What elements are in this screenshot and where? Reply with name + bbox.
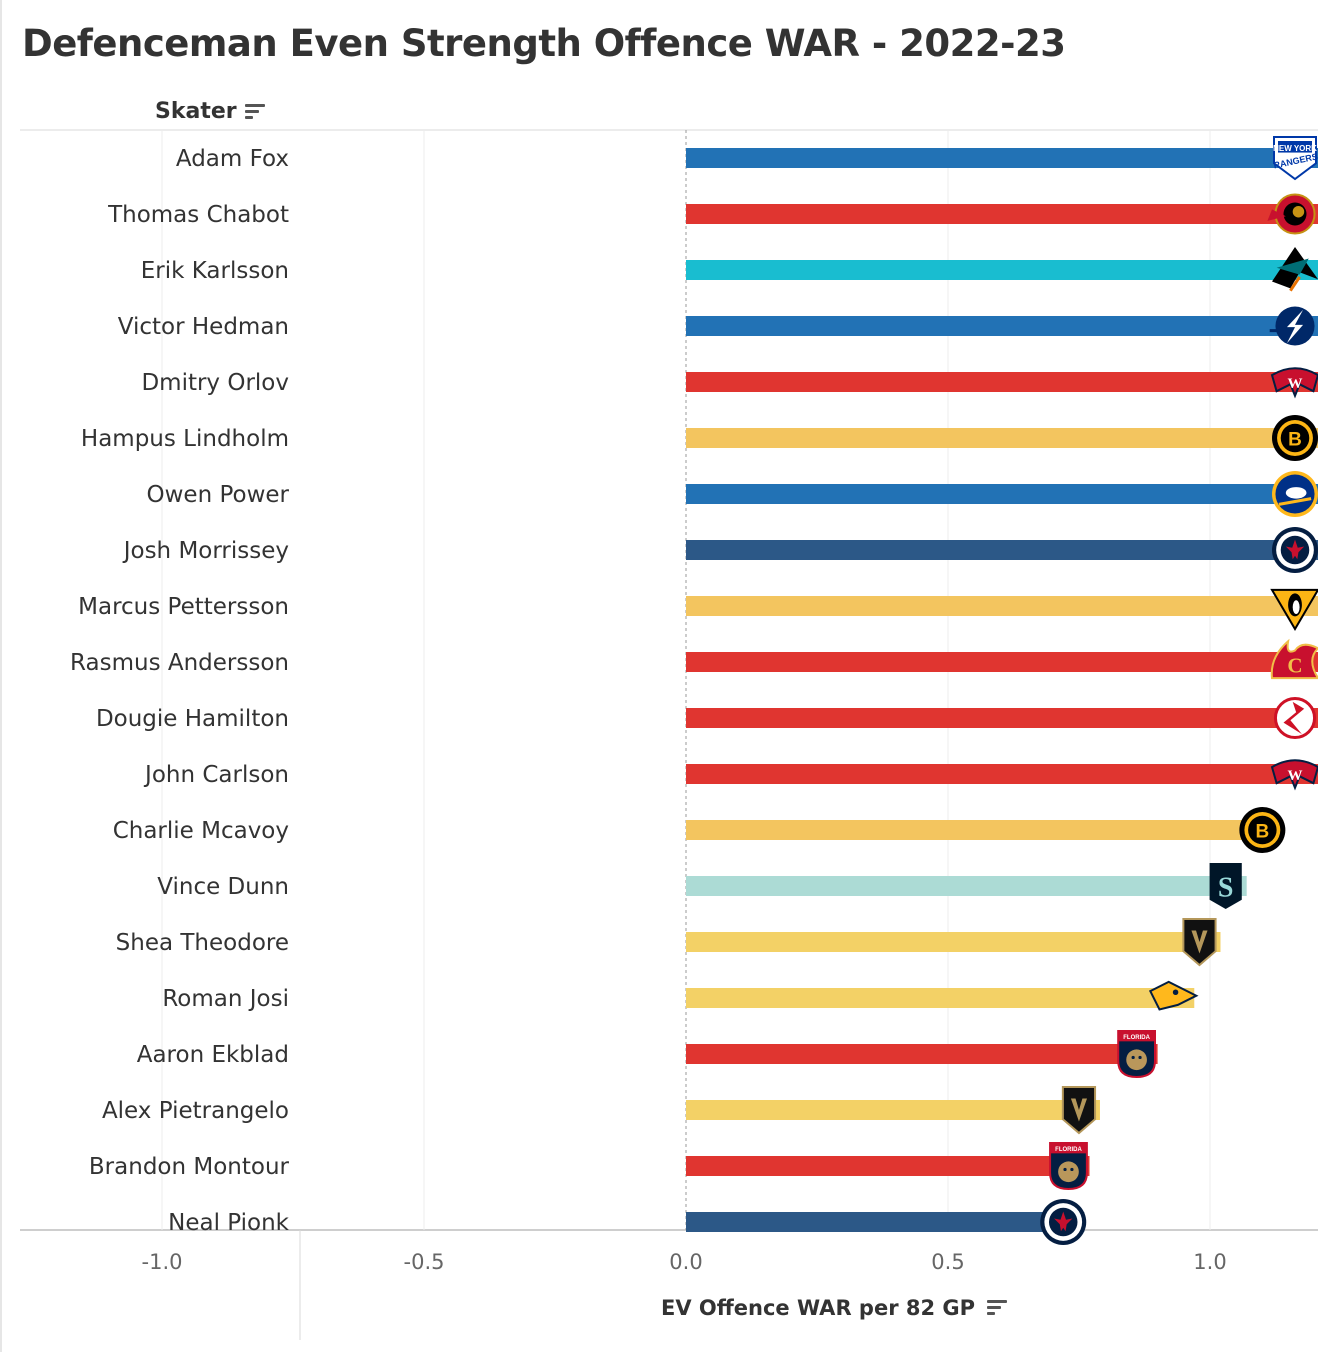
svg-text:B: B: [1288, 429, 1302, 450]
left-border: [0, 0, 2, 1352]
x-tick-label: 0.0: [669, 1250, 702, 1274]
war-bar: [686, 596, 1318, 616]
svg-text:W: W: [1288, 376, 1303, 392]
war-bar: [686, 540, 1318, 560]
skater-name-label: Victor Hedman: [118, 314, 289, 340]
panthers-logo-icon: FLORIDA: [1117, 1030, 1156, 1079]
war-bar: [686, 260, 1318, 280]
skater-name-label: Charlie Mcavoy: [113, 818, 289, 844]
skater-name-label: Erik Karlsson: [141, 258, 289, 284]
x-axis-header[interactable]: EV Offence WAR per 82 GP: [661, 1296, 1008, 1320]
war-bar: [686, 316, 1318, 336]
skater-header-label: Skater: [155, 99, 237, 124]
x-tick-label: 1.0: [1193, 1250, 1226, 1274]
svg-text:FLORIDA: FLORIDA: [1055, 1147, 1082, 1153]
svg-text:S: S: [1218, 872, 1234, 903]
war-bar: [686, 988, 1195, 1008]
war-bar: [686, 1044, 1158, 1064]
x-tick-label: 0.5: [931, 1250, 964, 1274]
war-bar: [686, 1212, 1085, 1232]
svg-text:NEW YORK: NEW YORK: [1273, 144, 1317, 153]
skater-name-label: Brandon Montour: [89, 1154, 290, 1180]
svg-text:W: W: [1288, 768, 1303, 784]
golden-knights-logo-icon: [1182, 918, 1217, 967]
lightning-logo-icon: [1269, 306, 1315, 346]
flames-logo-icon: C: [1270, 638, 1318, 680]
bruins-logo-icon: B: [1239, 807, 1286, 853]
war-bar: [686, 820, 1284, 840]
skater-name-label: Owen Power: [147, 482, 290, 508]
war-bar: [686, 1156, 1090, 1176]
skater-name-label: Josh Morrissey: [122, 538, 289, 564]
skater-name-label: John Carlson: [143, 762, 289, 788]
capitals-logo-icon: W: [1270, 367, 1318, 399]
war-bar: [686, 876, 1247, 896]
predators-logo-icon: [1148, 980, 1199, 1011]
skater-name-label: Neal Pionk: [168, 1210, 290, 1236]
sort-descending-icon[interactable]: [244, 103, 265, 120]
x-tick-label: -0.5: [404, 1250, 445, 1274]
jets-logo-icon: [1040, 1199, 1087, 1245]
x-axis-label: EV Offence WAR per 82 GP: [661, 1296, 976, 1320]
kraken-logo-icon: S: [1209, 863, 1242, 909]
devils-logo-icon: [1273, 696, 1317, 740]
svg-text:C: C: [1287, 653, 1302, 677]
sharks-logo-icon: [1272, 247, 1318, 292]
war-bar: [686, 148, 1318, 168]
chart-title: Defenceman Even Strength Offence WAR - 2…: [22, 22, 1066, 65]
war-bar: [686, 932, 1221, 952]
panthers-logo-icon: FLORIDA: [1049, 1142, 1088, 1191]
skater-name-label: Vince Dunn: [157, 874, 289, 900]
war-bar: [686, 204, 1318, 224]
skater-name-label: Dougie Hamilton: [96, 706, 289, 732]
war-bar: [686, 652, 1318, 672]
war-bar: [686, 484, 1318, 504]
skater-name-label: Marcus Pettersson: [78, 594, 289, 620]
war-bar: [686, 708, 1318, 728]
jets-logo-icon: [1272, 527, 1318, 573]
golden-knights-logo-icon: [1061, 1086, 1097, 1135]
war-bar: [686, 428, 1318, 448]
skater-name-label: Thomas Chabot: [107, 202, 289, 228]
penguins-logo-icon: [1270, 588, 1318, 631]
sort-descending-icon[interactable]: [987, 1300, 1008, 1316]
bruins-logo-icon: B: [1272, 415, 1318, 461]
war-bar: [686, 1100, 1100, 1120]
war-bar: [686, 372, 1318, 392]
skater-column-header[interactable]: Skater: [155, 99, 265, 124]
skater-name-label: Adam Fox: [176, 146, 289, 172]
sabres-logo-icon: [1272, 471, 1318, 517]
skater-name-label: Alex Pietrangelo: [102, 1098, 289, 1124]
war-bar: [686, 764, 1318, 784]
skater-name-label: Hampus Lindholm: [81, 426, 289, 452]
capitals-logo-icon: W: [1270, 759, 1318, 791]
skater-name-label: Roman Josi: [162, 986, 289, 1012]
skater-name-label: Dmitry Orlov: [141, 370, 289, 396]
svg-text:B: B: [1255, 821, 1269, 842]
x-tick-label: -1.0: [142, 1250, 183, 1274]
skater-name-label: Shea Theodore: [116, 930, 289, 956]
svg-text:FLORIDA: FLORIDA: [1123, 1035, 1150, 1041]
senators-logo-icon: [1267, 193, 1316, 235]
skater-name-label: Rasmus Andersson: [70, 650, 289, 676]
skater-name-label: Aaron Ekblad: [137, 1042, 289, 1068]
